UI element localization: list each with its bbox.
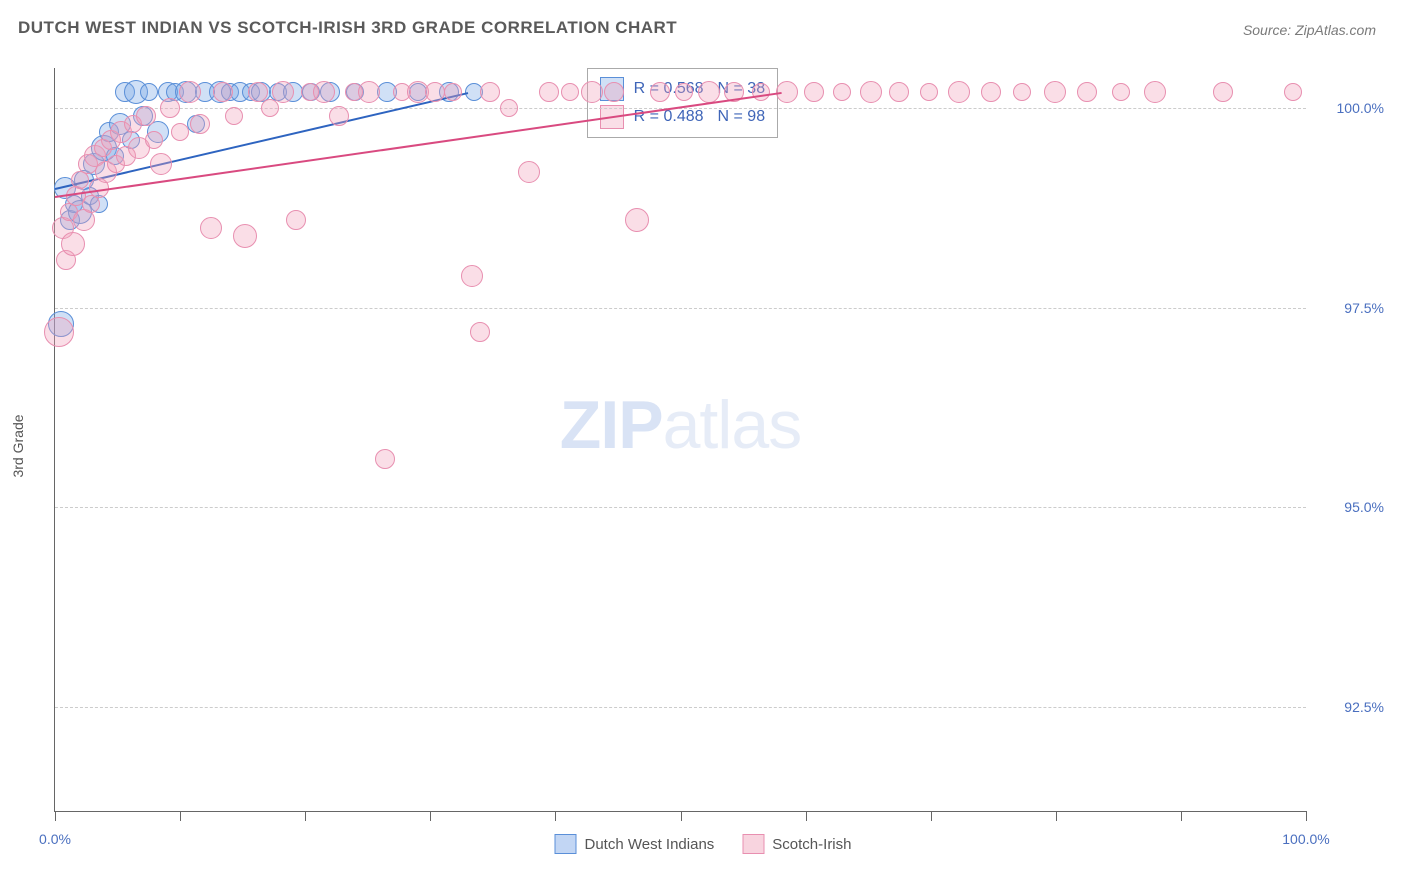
data-point[interactable]: [1284, 83, 1302, 101]
x-tick: [1306, 811, 1307, 821]
gridline: [55, 507, 1306, 508]
data-point[interactable]: [1044, 81, 1066, 103]
y-tick-label: 92.5%: [1344, 699, 1384, 715]
x-tick: [1181, 811, 1182, 821]
legend-item[interactable]: Scotch-Irish: [742, 834, 851, 854]
data-point[interactable]: [480, 82, 500, 102]
data-point[interactable]: [425, 82, 445, 102]
x-tick: [305, 811, 306, 821]
x-tick: [681, 811, 682, 821]
legend-swatch: [742, 834, 764, 854]
data-point[interactable]: [233, 224, 257, 248]
data-point[interactable]: [1077, 82, 1097, 102]
source-attribution: Source: ZipAtlas.com: [1243, 22, 1376, 38]
data-point[interactable]: [358, 81, 380, 103]
series-legend: Dutch West Indians Scotch-Irish: [555, 834, 852, 854]
data-point[interactable]: [225, 107, 243, 125]
legend-label: Scotch-Irish: [772, 836, 851, 853]
data-point[interactable]: [140, 83, 158, 101]
plot-area: ZIPatlas R = 0.568N = 38R = 0.488N = 98 …: [54, 68, 1306, 812]
y-tick-label: 100.0%: [1337, 100, 1384, 116]
data-point[interactable]: [248, 82, 268, 102]
data-point[interactable]: [539, 82, 559, 102]
data-point[interactable]: [44, 317, 74, 347]
y-tick-label: 97.5%: [1344, 300, 1384, 316]
x-tick-label: 0.0%: [39, 831, 71, 847]
data-point[interactable]: [581, 81, 603, 103]
data-point[interactable]: [561, 83, 579, 101]
data-point[interactable]: [171, 123, 189, 141]
watermark-atlas: atlas: [663, 387, 802, 463]
data-point[interactable]: [313, 81, 335, 103]
data-point[interactable]: [444, 83, 462, 101]
x-tick: [806, 811, 807, 821]
legend-item[interactable]: Dutch West Indians: [555, 834, 715, 854]
data-point[interactable]: [625, 208, 649, 232]
data-point[interactable]: [604, 82, 624, 102]
chart-title: DUTCH WEST INDIAN VS SCOTCH-IRISH 3RD GR…: [18, 18, 677, 38]
data-point[interactable]: [889, 82, 909, 102]
x-tick: [55, 811, 56, 821]
data-point[interactable]: [160, 98, 180, 118]
legend-label: Dutch West Indians: [585, 836, 715, 853]
data-point[interactable]: [213, 82, 233, 102]
data-point[interactable]: [518, 161, 540, 183]
data-point[interactable]: [804, 82, 824, 102]
data-point[interactable]: [375, 449, 395, 469]
x-tick: [180, 811, 181, 821]
watermark-zip: ZIP: [560, 387, 663, 463]
data-point[interactable]: [752, 83, 770, 101]
data-point[interactable]: [948, 81, 970, 103]
data-point[interactable]: [461, 265, 483, 287]
x-tick: [555, 811, 556, 821]
data-point[interactable]: [1144, 81, 1166, 103]
data-point[interactable]: [150, 153, 172, 175]
data-point[interactable]: [981, 82, 1001, 102]
data-point[interactable]: [272, 81, 294, 103]
data-point[interactable]: [145, 131, 163, 149]
data-point[interactable]: [698, 81, 720, 103]
data-point[interactable]: [650, 82, 670, 102]
data-point[interactable]: [179, 81, 201, 103]
data-point[interactable]: [470, 322, 490, 342]
x-tick: [430, 811, 431, 821]
gridline: [55, 308, 1306, 309]
chart-container: DUTCH WEST INDIAN VS SCOTCH-IRISH 3RD GR…: [0, 0, 1406, 892]
x-tick: [1056, 811, 1057, 821]
data-point[interactable]: [1013, 83, 1031, 101]
data-point[interactable]: [675, 83, 693, 101]
data-point[interactable]: [920, 83, 938, 101]
data-point[interactable]: [190, 114, 210, 134]
x-tick-label: 100.0%: [1282, 831, 1329, 847]
data-point[interactable]: [1213, 82, 1233, 102]
data-point[interactable]: [286, 210, 306, 230]
data-point[interactable]: [500, 99, 518, 117]
y-axis-label: 3rd Grade: [10, 414, 26, 477]
data-point[interactable]: [329, 106, 349, 126]
data-point[interactable]: [1112, 83, 1130, 101]
stats-legend: R = 0.568N = 38R = 0.488N = 98: [587, 68, 778, 138]
gridline: [55, 707, 1306, 708]
y-tick-label: 95.0%: [1344, 499, 1384, 515]
watermark: ZIPatlas: [560, 386, 801, 464]
data-point[interactable]: [61, 232, 85, 256]
x-tick: [931, 811, 932, 821]
data-point[interactable]: [200, 217, 222, 239]
legend-swatch: [555, 834, 577, 854]
data-point[interactable]: [860, 81, 882, 103]
data-point[interactable]: [136, 106, 156, 126]
data-point[interactable]: [833, 83, 851, 101]
